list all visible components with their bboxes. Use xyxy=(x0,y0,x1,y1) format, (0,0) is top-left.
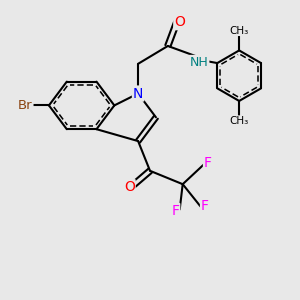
Text: CH₃: CH₃ xyxy=(230,116,249,126)
Text: Br: Br xyxy=(18,99,32,112)
Text: O: O xyxy=(174,15,185,29)
Text: CH₃: CH₃ xyxy=(230,26,249,35)
Text: F: F xyxy=(201,200,209,214)
Text: NH: NH xyxy=(190,56,208,69)
Text: N: N xyxy=(133,86,143,100)
Text: F: F xyxy=(204,156,212,170)
Text: F: F xyxy=(171,204,179,218)
Text: O: O xyxy=(124,180,135,194)
